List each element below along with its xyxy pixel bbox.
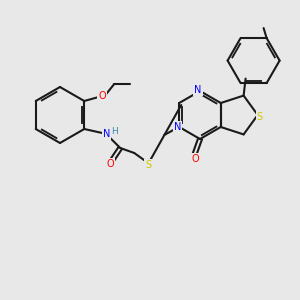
Text: S: S [145, 160, 151, 170]
Text: O: O [106, 159, 114, 169]
Text: O: O [98, 91, 106, 101]
Text: N: N [194, 85, 202, 95]
Text: N: N [103, 129, 110, 139]
Text: H: H [111, 128, 118, 136]
Text: N: N [173, 122, 181, 132]
Text: S: S [257, 112, 263, 122]
Text: O: O [191, 154, 199, 164]
